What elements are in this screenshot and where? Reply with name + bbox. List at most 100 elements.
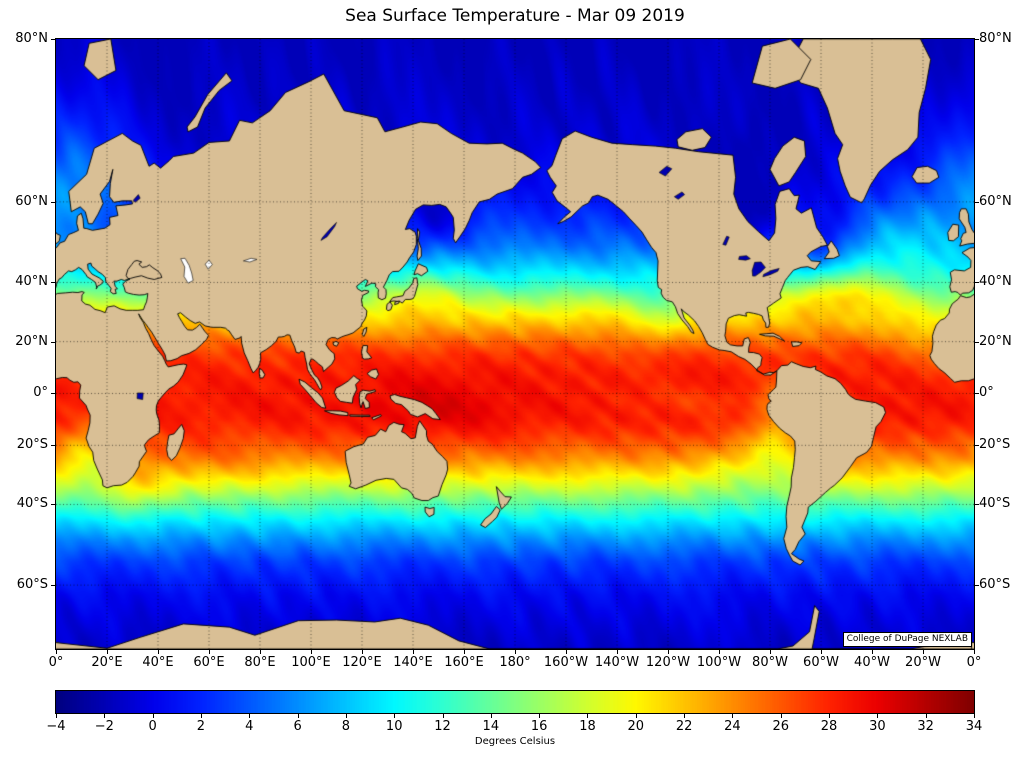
colorbar-tick-label: 6 xyxy=(293,719,302,734)
colorbar-tick-mark xyxy=(394,714,396,718)
lon-tick-mark xyxy=(872,650,873,654)
lon-tick-mark xyxy=(362,650,363,654)
lon-tick-label: 20°E xyxy=(91,655,123,670)
lon-tick-label: 40°E xyxy=(142,655,174,670)
lat-tick-label-right: 60°N xyxy=(979,193,1012,209)
colorbar-tick-mark xyxy=(200,714,202,718)
colorbar-tick-label: 22 xyxy=(675,719,693,734)
lat-tick-mark-left xyxy=(51,39,55,40)
lat-tick-mark-right xyxy=(975,445,979,447)
colorbar-tick-mark xyxy=(490,714,492,718)
colorbar-tick-mark xyxy=(104,714,106,718)
lat-tick-mark-right xyxy=(975,341,979,343)
lat-tick-label-right: 40°S xyxy=(979,496,1011,512)
colorbar-tick-mark xyxy=(587,714,589,718)
lon-tick-label: 80°E xyxy=(244,655,276,670)
lon-tick-mark xyxy=(413,650,414,654)
colorbar-tick-label: 24 xyxy=(724,719,741,734)
lat-tick-mark-left xyxy=(51,282,55,284)
colorbar-tick-mark xyxy=(539,714,541,718)
colorbar-tick-label: 16 xyxy=(530,719,548,734)
lon-tick-mark xyxy=(770,650,771,654)
lon-tick-mark xyxy=(260,650,261,654)
lon-tick-mark xyxy=(668,650,669,654)
lat-tick-label-left: 20°S xyxy=(16,437,48,453)
lon-tick-mark xyxy=(821,650,822,654)
lat-tick-label-left: 0° xyxy=(33,385,48,401)
lat-tick-mark-right xyxy=(975,393,979,395)
lat-tick-mark-right xyxy=(975,282,979,284)
colorbar-tick-mark xyxy=(297,714,299,718)
colorbar-tick-label: 18 xyxy=(579,719,596,734)
lat-tick-mark-left xyxy=(51,393,55,395)
lon-tick-mark xyxy=(107,650,108,654)
colorbar-tick-label: 20 xyxy=(627,719,645,734)
lon-tick-label: 0° xyxy=(966,655,982,670)
lon-tick-label: 40°W xyxy=(854,655,890,670)
colorbar-tick-mark xyxy=(152,714,154,718)
colorbar-canvas xyxy=(56,691,974,713)
colorbar-tick-mark xyxy=(925,714,927,718)
lon-tick-mark xyxy=(56,650,57,654)
colorbar-axis-label: Degrees Celsius xyxy=(474,736,556,747)
colorbar-tick-label: 26 xyxy=(772,719,789,734)
lat-tick-mark-left xyxy=(51,201,55,203)
colorbar-tick-label: 34 xyxy=(965,719,983,734)
lon-tick-label: 160°W xyxy=(543,655,589,670)
lat-tick-label-left: 60°S xyxy=(16,577,48,593)
colorbar-tick-mark xyxy=(877,714,879,718)
lon-tick-mark xyxy=(515,650,516,654)
lon-tick-label: 60°W xyxy=(803,655,839,670)
lat-tick-mark-right xyxy=(975,585,979,587)
lon-tick-mark xyxy=(311,650,312,654)
colorbar-tick-mark xyxy=(732,714,734,718)
lon-tick-mark xyxy=(974,650,975,654)
lon-tick-label: 100°E xyxy=(291,655,331,670)
colorbar-tick-label: 32 xyxy=(917,719,934,734)
lat-tick-label-right: 20°S xyxy=(979,437,1011,453)
lat-tick-mark-right xyxy=(975,201,979,203)
lon-tick-label: 160°E xyxy=(444,655,484,670)
lat-tick-mark-left xyxy=(51,445,55,447)
lon-tick-mark xyxy=(158,650,159,654)
lat-tick-mark-left xyxy=(51,585,55,587)
colorbar-tick-mark xyxy=(56,714,57,718)
lat-tick-label-right: 0° xyxy=(979,385,994,401)
lon-tick-label: 120°W xyxy=(645,655,691,670)
colorbar xyxy=(55,690,975,714)
colorbar-tick-mark xyxy=(345,714,347,718)
lon-tick-label: 60°E xyxy=(193,655,225,670)
colorbar-tick-label: 4 xyxy=(245,719,254,734)
colorbar-tick-mark xyxy=(684,714,686,718)
lon-tick-mark xyxy=(719,650,720,654)
lon-tick-mark xyxy=(923,650,924,654)
colorbar-tick-mark xyxy=(780,714,782,718)
lat-tick-mark-right xyxy=(975,39,979,40)
colorbar-tick-mark xyxy=(829,714,831,718)
colorbar-tick-label: −4 xyxy=(46,719,66,734)
chart-title: Sea Surface Temperature - Mar 09 2019 xyxy=(345,6,685,26)
colorbar-tick-label: 14 xyxy=(482,719,500,734)
lon-tick-label: 20°W xyxy=(905,655,941,670)
lat-tick-label-left: 80°N xyxy=(15,31,48,46)
colorbar-tick-label: 2 xyxy=(196,719,206,734)
colorbar-tick-mark xyxy=(635,714,637,718)
lat-tick-label-right: 20°N xyxy=(979,333,1012,349)
lat-tick-mark-left xyxy=(51,341,55,343)
colorbar-tick-mark xyxy=(974,714,975,718)
map-plot-area: College of DuPage NEXLAB xyxy=(55,38,975,650)
sst-map-canvas xyxy=(56,39,974,649)
colorbar-tick-label: 30 xyxy=(869,719,886,734)
lon-tick-label: 0° xyxy=(48,655,64,670)
lon-tick-label: 80°W xyxy=(752,655,788,670)
lat-tick-label-left: 40°N xyxy=(15,274,48,290)
lon-tick-label: 140°W xyxy=(594,655,640,670)
colorbar-tick-mark xyxy=(442,714,444,718)
colorbar-tick-label: 0 xyxy=(148,719,157,734)
lon-tick-mark xyxy=(566,650,567,654)
lon-tick-label: 140°E xyxy=(393,655,433,670)
colorbar-tick-label: −2 xyxy=(94,719,114,734)
lat-tick-label-left: 40°S xyxy=(16,496,48,512)
lat-tick-label-left: 60°N xyxy=(15,193,48,209)
lon-tick-label: 100°W xyxy=(696,655,742,670)
